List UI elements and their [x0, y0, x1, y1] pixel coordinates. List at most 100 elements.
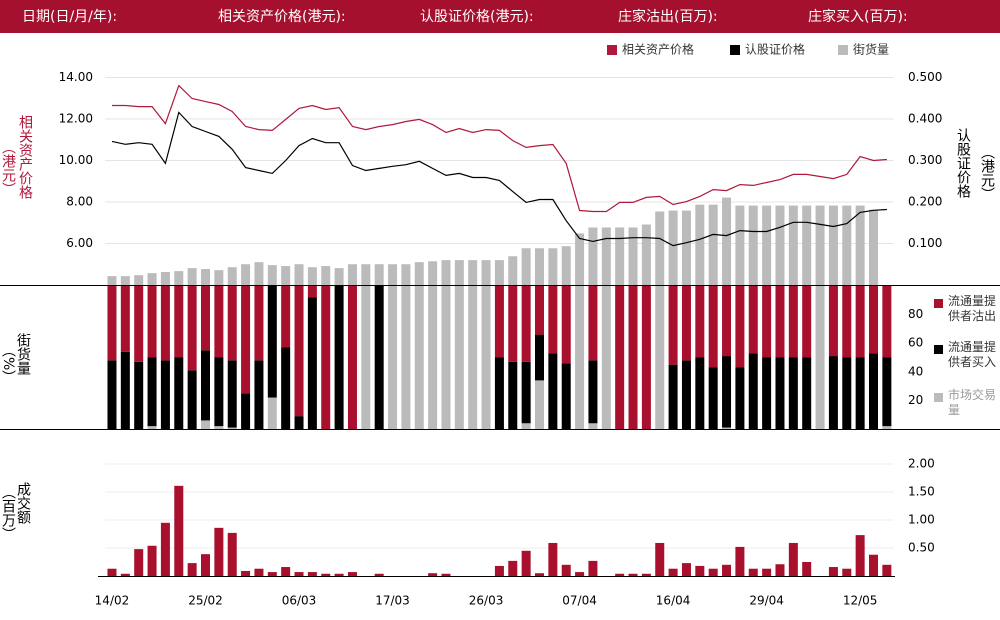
legend-swatch — [730, 45, 740, 55]
turnover-bar — [241, 570, 251, 576]
street-bar — [668, 210, 678, 285]
y-tick-label: 6.00 — [66, 236, 93, 250]
turnover-bar — [615, 573, 625, 576]
turnover-bar — [267, 572, 277, 576]
share-bar — [107, 286, 117, 361]
share-bar — [481, 286, 491, 429]
y2-tick-label: 0.300 — [908, 153, 942, 167]
turnover-bar — [588, 560, 598, 576]
share-bar — [655, 286, 665, 429]
street-bar — [615, 227, 625, 285]
share-bar — [441, 286, 451, 429]
share-bar — [214, 426, 224, 429]
street-bar — [147, 273, 157, 285]
share-bar — [882, 286, 892, 358]
street-bar — [307, 267, 317, 285]
share-bar — [748, 286, 758, 354]
axis-title: 街货量 — [15, 333, 31, 375]
y-tick-label: 20 — [908, 393, 923, 407]
street-bar — [227, 267, 237, 285]
street-bar — [815, 205, 825, 285]
share-bar — [508, 286, 518, 362]
street-bar — [521, 248, 531, 285]
street-bar — [762, 205, 772, 285]
street-bar — [120, 276, 130, 285]
price-line — [111, 111, 887, 247]
turnover-bar — [521, 550, 531, 576]
turnover-bar — [695, 565, 705, 576]
share-bar — [147, 426, 157, 429]
axis-title: 成交额 — [15, 482, 31, 524]
share-bar — [494, 286, 504, 358]
street-bar — [160, 271, 170, 285]
share-bar — [735, 367, 745, 429]
share-bar — [681, 360, 691, 429]
turnover-bar — [254, 568, 264, 576]
y-tick-label: 60 — [908, 336, 923, 350]
y-tick-label: 14.00 — [59, 70, 93, 84]
street-bar — [695, 204, 705, 285]
turnover-bar — [788, 542, 798, 576]
share-bar — [428, 286, 438, 429]
street-bar — [628, 227, 638, 285]
share-bar — [601, 286, 611, 429]
street-bar — [454, 260, 464, 285]
x-tick-label: 25/02 — [188, 594, 223, 608]
share-bar — [281, 286, 291, 348]
street-bar — [241, 264, 251, 285]
share-bar — [281, 347, 291, 429]
share-bar — [588, 423, 598, 429]
turnover-bar — [428, 573, 438, 576]
street-bar — [775, 205, 785, 285]
share-bar — [615, 286, 625, 429]
street-bar — [802, 205, 812, 285]
y-tick-label: 1.00 — [908, 513, 935, 527]
legend-label: 流通量提供者买入 — [948, 340, 997, 369]
turnover-bar — [775, 564, 785, 576]
street-bar — [548, 248, 558, 285]
share-bar — [120, 286, 130, 352]
turnover-bar — [535, 573, 544, 576]
street-bar — [267, 265, 277, 285]
share-bar — [575, 286, 585, 429]
share-bar — [735, 286, 745, 368]
street-bar — [748, 205, 758, 285]
share-bar — [134, 361, 144, 429]
street-bar — [134, 275, 144, 285]
share-bar — [882, 426, 892, 429]
share-bar — [869, 286, 878, 354]
legend-label: 认股证价格 — [745, 42, 805, 57]
turnover-bar — [187, 563, 197, 576]
turnover-bar — [134, 549, 144, 576]
share-bar — [267, 397, 277, 429]
share-bar — [748, 353, 758, 429]
share-bar — [254, 286, 264, 361]
y-tick-label: 12.00 — [59, 112, 93, 126]
y-tick-label: 1.50 — [908, 485, 935, 499]
share-bar — [762, 357, 772, 429]
turnover-bar — [174, 485, 184, 576]
y2-tick-label: 0.400 — [908, 112, 942, 126]
share-bar — [668, 286, 678, 365]
share-bar — [307, 297, 317, 429]
turnover-bar — [107, 568, 117, 576]
turnover-bar — [508, 560, 518, 576]
turnover-bar — [347, 572, 357, 576]
share-bar — [201, 420, 210, 429]
share-bar — [548, 353, 558, 429]
share-bar — [668, 364, 678, 429]
share-bar — [174, 286, 184, 358]
street-bar — [468, 260, 478, 285]
share-bar — [521, 361, 531, 424]
share-bar — [708, 367, 718, 429]
share-bar — [775, 286, 785, 358]
turnover-bar — [735, 546, 745, 576]
street-bar — [254, 262, 264, 285]
legend-label: 流通量提供者沽出 — [948, 294, 997, 323]
share-bar — [120, 351, 130, 429]
share-bar — [454, 286, 464, 429]
share-bar — [788, 286, 798, 358]
street-bar — [641, 224, 651, 285]
turnover-bar — [722, 564, 732, 576]
